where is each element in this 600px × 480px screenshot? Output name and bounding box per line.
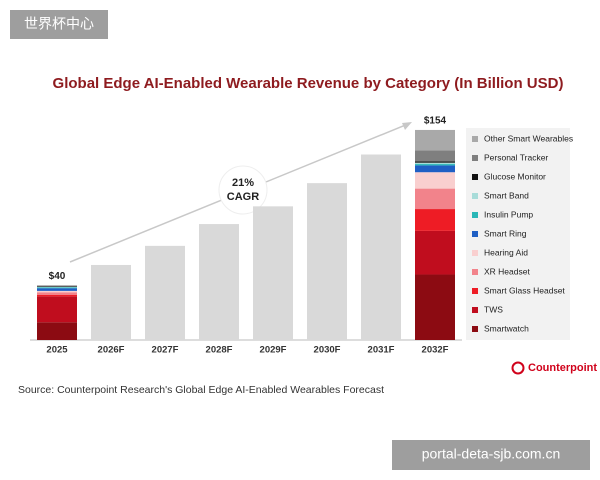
cagr-value: 21% [232,177,254,189]
bar-segment [415,164,455,166]
legend-label: Glucose Monitor [484,171,546,181]
value-label: $40 [49,271,66,282]
legend-swatch [472,269,478,275]
legend-swatch [472,193,478,199]
bar [253,206,293,340]
cagr-badge [218,165,268,215]
logo-icon [511,361,525,375]
chart-title: Global Edge AI-Enabled Wearable Revenue … [53,75,564,92]
bar-segment [37,322,77,340]
bar-segment [415,162,455,165]
legend-label: Smart Band [484,190,529,200]
legend-swatch [472,136,478,142]
bar-segment [37,296,77,323]
legend-label: Smart Ring [484,228,527,238]
bar [145,245,185,340]
legend-swatch [472,212,478,218]
legend-label: XR Headset [484,266,530,276]
source: Source: Counterpoint Research's Global E… [18,384,384,396]
legend-swatch [472,174,478,180]
bar-segment [415,165,455,173]
legend-swatch [472,326,478,332]
x-tick-label: 2030F [314,345,341,356]
bar-segment [415,274,455,340]
watermark-box [392,440,590,470]
x-tick-label: 2025 [46,345,68,356]
legend-label: TWS [484,304,503,314]
x-tick-label: 2031F [368,345,395,356]
watermark: portal-deta-sjb.com.cn [422,446,561,462]
bar-segment [415,188,455,210]
legend-swatch [472,231,478,237]
legend-label: Insulin Pump [484,209,533,219]
bar-segment [37,286,77,287]
bar [199,224,239,340]
x-tick-label: 2028F [206,345,233,356]
logo: Counterpoint [528,362,597,374]
bar-segment [37,287,77,289]
legend-label: Hearing Aid [484,247,528,257]
legend-label: Other Smart Wearables [484,133,573,143]
bar-segment [37,288,77,291]
bar-segment [415,230,455,275]
legend-label: Personal Tracker [484,152,548,162]
legend-swatch [472,250,478,256]
bar-segment [415,209,455,231]
legend-swatch [472,288,478,294]
bar [91,264,131,340]
bar-segment [37,285,77,287]
bar-segment [415,129,455,151]
bar-segment [37,290,77,293]
bar-segment [37,286,77,288]
bar-segment [37,292,77,295]
value-label: $154 [424,116,447,127]
legend-panel [466,128,570,340]
bar-segment [37,294,77,297]
cagr-arrow-head [402,122,412,130]
legend-swatch [472,155,478,161]
legend-swatch [472,307,478,313]
bar-segment [415,161,455,163]
bar [307,183,347,340]
bar [361,154,401,340]
legend-label: Smartwatch [484,323,529,333]
bar-segment [415,150,455,162]
x-tick-label: 2027F [152,345,179,356]
watermark-box [10,10,108,39]
x-tick-label: 2026F [98,345,125,356]
x-tick-label: 2032F [422,345,449,356]
cagr-label: CAGR [227,191,259,203]
watermark: 世界杯中心 [24,16,94,32]
legend-label: Smart Glass Headset [484,285,565,295]
bar-segment [415,172,455,189]
x-tick-label: 2029F [260,345,287,356]
